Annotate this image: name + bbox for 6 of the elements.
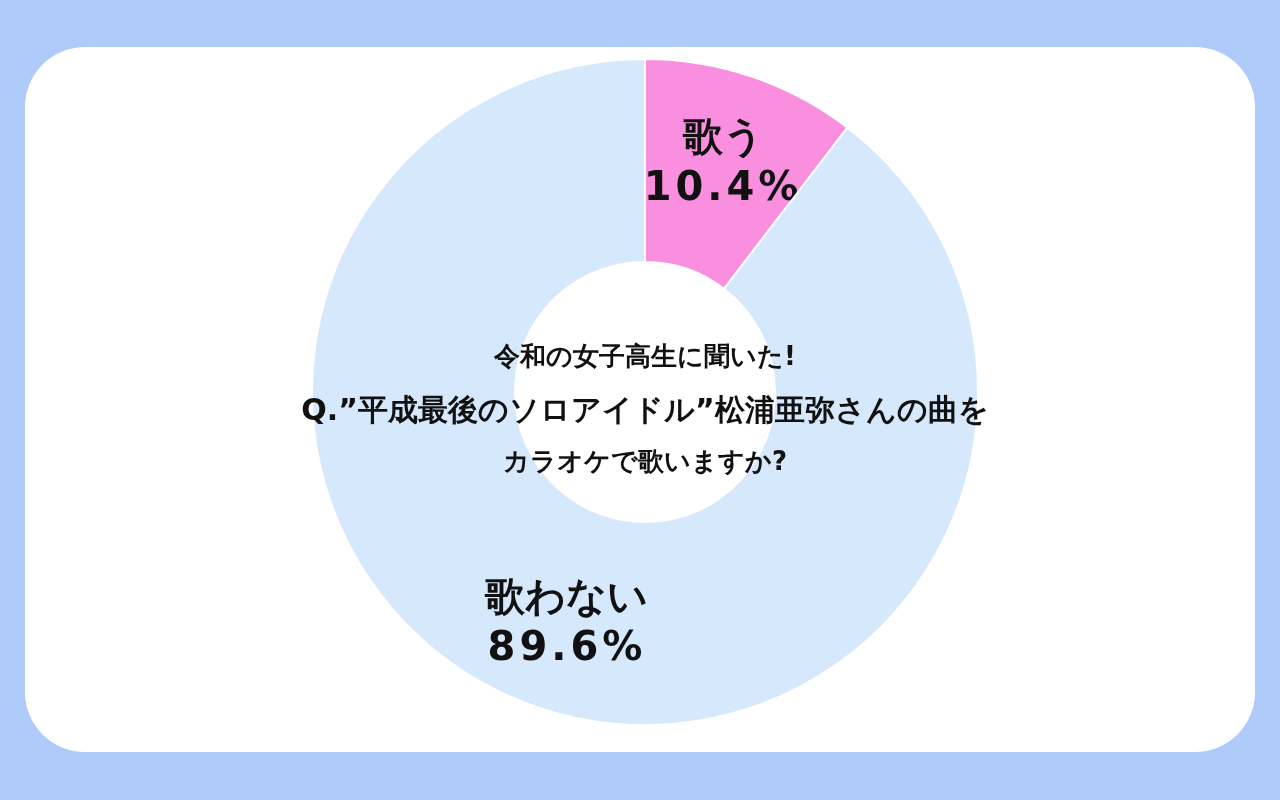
data-label: 10.4% (643, 162, 803, 209)
slice-label: 歌う (681, 112, 764, 159)
text: Q.”平成最後のソロアイドル”松浦亜弥さんの曲をカラオケで歌いますか? (301, 392, 989, 476)
data-label: 89.6% (487, 623, 647, 670)
slice-label: 歌わない (484, 573, 649, 620)
text: 令和の女子高生に聞いた! (493, 341, 796, 371)
